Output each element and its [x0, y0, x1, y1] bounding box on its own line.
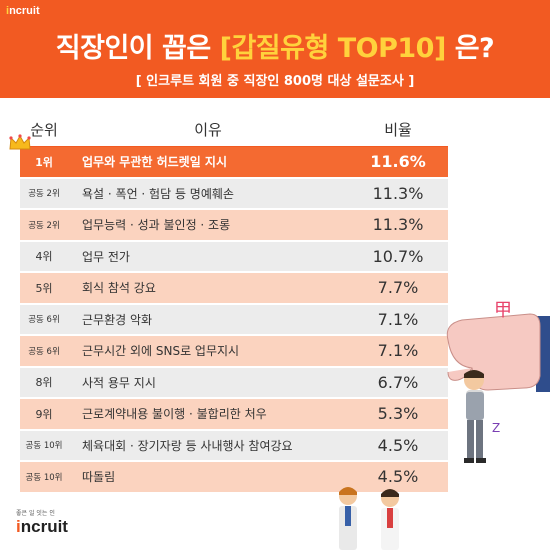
- row-ratio: 11.3%: [372, 215, 424, 235]
- row-ratio: 11.3%: [372, 183, 424, 203]
- table-row: 공동 10위 체육대회 · 장기자랑 등 사내행사 참여강요 4.5%: [20, 430, 448, 462]
- row-rank: 공동 10위: [25, 441, 63, 452]
- row-reason: 근로계약내용 불이행 · 불합리한 처우: [82, 407, 267, 422]
- row-rank: 공동 6위: [28, 315, 60, 326]
- incruit-logo-top: incruit: [6, 5, 40, 17]
- table-row: 5위 회식 참석 강요 7.7%: [20, 273, 448, 305]
- logo-text: ncruit: [9, 5, 40, 17]
- row-rank: 9위: [35, 407, 53, 421]
- title-suffix: 은?: [445, 33, 495, 64]
- logo-text: ncruit: [20, 517, 68, 536]
- row-reason: 근무환경 악화: [82, 312, 153, 327]
- giant-hand-icon: 甲: [446, 300, 550, 392]
- row-rank: 5위: [35, 281, 53, 295]
- row-reason: 업무 전가: [82, 249, 130, 264]
- row-reason: 사적 용무 지시: [82, 375, 156, 390]
- table-row: 공동 10위 따돌림 4.5%: [20, 462, 448, 494]
- row-reason: 업무와 무관한 허드렛일 지시: [82, 155, 228, 170]
- gap-glyph: 甲: [494, 300, 512, 321]
- header-rank: 순위: [30, 120, 58, 139]
- row-reason: 업무능력 · 성과 불인정 · 조롱: [82, 218, 231, 233]
- row-ratio: 7.1%: [377, 341, 419, 361]
- title-highlight: [갑질유형 TOP10]: [219, 33, 447, 64]
- header-banner: incruit 직장인이 꼽은 [갑질유형 TOP10] 은? [ 인크루트 회…: [0, 0, 550, 98]
- header-divider: [20, 146, 448, 147]
- row-ratio: 7.7%: [377, 278, 419, 298]
- table-row: 공동 2위 업무능력 · 성과 불인정 · 조롱 11.3%: [20, 210, 448, 242]
- row-reason: 근무시간 외에 SNS로 업무지시: [82, 344, 240, 359]
- table-row: 1위 업무와 무관한 허드렛일 지시 11.6%: [20, 147, 448, 179]
- row-reason: 회식 참석 강요: [82, 281, 156, 296]
- logo-name: incruit: [16, 517, 68, 537]
- header-reason: 이유: [194, 120, 222, 139]
- title-prefix: 직장인이 꼽은: [55, 33, 220, 64]
- row-rank: 공동 2위: [28, 220, 60, 231]
- row-rank: 공동 2위: [28, 189, 60, 200]
- header-ratio: 비율: [384, 120, 412, 139]
- table-row: 8위 사적 용무 지시 6.7%: [20, 367, 448, 399]
- logo-dot: i: [6, 5, 10, 17]
- row-ratio: 4.5%: [377, 435, 419, 455]
- table-row: 공동 6위 근무시간 외에 SNS로 업무지시 7.1%: [20, 336, 448, 368]
- incruit-logo-bottom: 좋은 일 잇는 인 incruit: [16, 508, 68, 537]
- ranking-table: 순위 이유 비율 1위 업무와 무관한 허드렛일 지시 11.6% 공동 2위 욕설 …: [9, 112, 448, 494]
- row-ratio: 7.1%: [377, 309, 419, 329]
- row-rank: 4위: [35, 250, 53, 264]
- row-reason: 체육대회 · 장기자랑 등 사내행사 참여강요: [82, 438, 293, 453]
- row-ratio: 4.5%: [377, 467, 419, 487]
- table-row: 공동 6위 근무환경 악화 7.1%: [20, 304, 448, 336]
- logo-tagline: 좋은 일 잇는 인: [16, 510, 55, 517]
- worker-icon: [339, 487, 399, 550]
- table-body: 1위 업무와 무관한 허드렛일 지시 11.6% 공동 2위 욕설 · 폭언 · 험담…: [20, 147, 448, 494]
- row-rank: 1위: [35, 155, 53, 169]
- row-rank: 공동 10위: [25, 472, 63, 483]
- row-ratio: 5.3%: [377, 404, 419, 424]
- row-rank: 8위: [35, 376, 53, 390]
- table-header: 순위 이유 비율: [20, 112, 448, 146]
- row-ratio: 11.6%: [370, 152, 426, 172]
- logo-dot: i: [16, 517, 21, 536]
- row-ratio: 6.7%: [377, 372, 419, 392]
- table-row: 공동 2위 욕설 · 폭언 · 험담 등 명예훼손 11.3%: [20, 178, 448, 210]
- row-reason: 따돌림: [82, 470, 116, 485]
- crown-icon: [9, 134, 31, 150]
- table-row: 4위 업무 전가 10.7%: [20, 241, 448, 273]
- row-ratio: 10.7%: [372, 246, 424, 266]
- table-row: 9위 근로계약내용 불이행 · 불합리한 처우 5.3%: [20, 399, 448, 431]
- survey-subtitle: [ 인크루트 회원 중 직장인 800명 대상 설문조사 ]: [135, 74, 415, 89]
- sleep-glyph: Z: [492, 421, 500, 435]
- page-title: 직장인이 꼽은 [갑질유형 TOP10] 은?: [0, 26, 550, 65]
- row-rank: 공동 6위: [28, 346, 60, 357]
- dangling-worker-icon: Z: [464, 370, 500, 463]
- row-reason: 욕설 · 폭언 · 험담 등 명예훼손: [82, 186, 234, 201]
